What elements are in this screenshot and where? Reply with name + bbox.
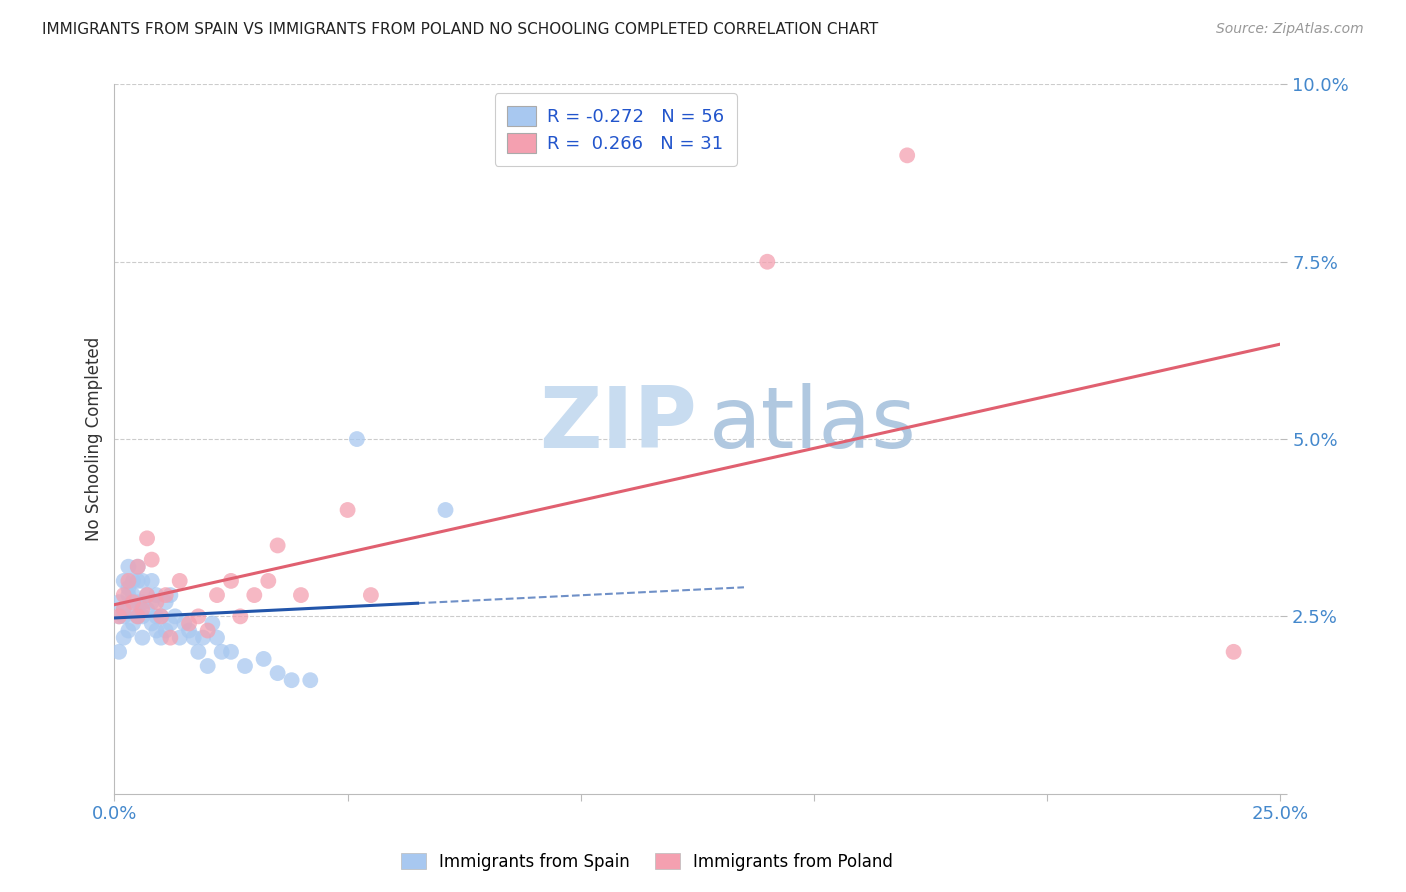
Legend: Immigrants from Spain, Immigrants from Poland: Immigrants from Spain, Immigrants from P… — [392, 845, 901, 880]
Point — [117, 559, 139, 574]
Point — [108, 609, 131, 624]
Point — [141, 552, 163, 566]
Point — [108, 609, 131, 624]
Point — [136, 532, 159, 546]
Point — [211, 645, 233, 659]
Point — [145, 624, 167, 638]
Point — [346, 432, 368, 446]
Point — [266, 666, 288, 681]
Point — [257, 574, 280, 588]
Point — [205, 588, 228, 602]
Point — [187, 645, 209, 659]
Point — [756, 254, 779, 268]
Point — [122, 616, 145, 631]
Point — [136, 588, 159, 602]
Point — [131, 602, 153, 616]
Point — [159, 588, 181, 602]
Point — [191, 631, 214, 645]
Point — [127, 595, 149, 609]
Point — [1222, 645, 1244, 659]
Point — [360, 588, 382, 602]
Point — [155, 624, 177, 638]
Point — [155, 588, 177, 602]
Point — [336, 503, 359, 517]
Point — [177, 624, 200, 638]
Point — [187, 609, 209, 624]
Point — [117, 588, 139, 602]
Point — [141, 595, 163, 609]
Point — [155, 595, 177, 609]
Point — [290, 588, 312, 602]
Point — [219, 645, 242, 659]
Point — [117, 574, 139, 588]
Point — [112, 574, 135, 588]
Point — [127, 609, 149, 624]
Point — [131, 574, 153, 588]
Point — [197, 659, 219, 673]
Y-axis label: No Schooling Completed: No Schooling Completed — [86, 337, 103, 541]
Point — [201, 616, 224, 631]
Point — [127, 559, 149, 574]
Point — [229, 609, 252, 624]
Text: Source: ZipAtlas.com: Source: ZipAtlas.com — [1216, 22, 1364, 37]
Point — [127, 559, 149, 574]
Point — [122, 602, 145, 616]
Point — [280, 673, 302, 688]
Point — [108, 595, 131, 609]
Point — [122, 588, 145, 602]
Point — [112, 609, 135, 624]
Text: atlas: atlas — [709, 384, 917, 467]
Point — [112, 588, 135, 602]
Point — [122, 574, 145, 588]
Point — [145, 588, 167, 602]
Point — [219, 574, 242, 588]
Point — [233, 659, 256, 673]
Point — [173, 616, 195, 631]
Point — [117, 581, 139, 595]
Point — [136, 588, 159, 602]
Point — [205, 631, 228, 645]
Point — [150, 609, 173, 624]
Point — [197, 624, 219, 638]
Point — [183, 631, 205, 645]
Point — [131, 609, 153, 624]
Point — [112, 602, 135, 616]
Text: ZIP: ZIP — [540, 384, 697, 467]
Point — [141, 574, 163, 588]
Point — [145, 595, 167, 609]
Point — [163, 609, 186, 624]
Point — [159, 631, 181, 645]
Point — [150, 609, 173, 624]
Point — [266, 538, 288, 552]
Point — [108, 645, 131, 659]
Point — [117, 624, 139, 638]
Point — [169, 631, 191, 645]
Point — [122, 595, 145, 609]
Point — [299, 673, 322, 688]
Point — [177, 616, 200, 631]
Text: IMMIGRANTS FROM SPAIN VS IMMIGRANTS FROM POLAND NO SCHOOLING COMPLETED CORRELATI: IMMIGRANTS FROM SPAIN VS IMMIGRANTS FROM… — [42, 22, 879, 37]
Point — [145, 609, 167, 624]
Point — [112, 631, 135, 645]
Point — [253, 652, 276, 666]
Point — [112, 602, 135, 616]
Point — [169, 574, 191, 588]
Point — [136, 602, 159, 616]
Point — [131, 631, 153, 645]
Point — [131, 595, 153, 609]
Point — [434, 503, 457, 517]
Point — [127, 609, 149, 624]
Point — [141, 616, 163, 631]
Point — [150, 631, 173, 645]
Point — [127, 574, 149, 588]
Point — [159, 616, 181, 631]
Point — [896, 148, 918, 162]
Point — [243, 588, 266, 602]
Legend: R = -0.272   N = 56, R =  0.266   N = 31: R = -0.272 N = 56, R = 0.266 N = 31 — [495, 94, 737, 166]
